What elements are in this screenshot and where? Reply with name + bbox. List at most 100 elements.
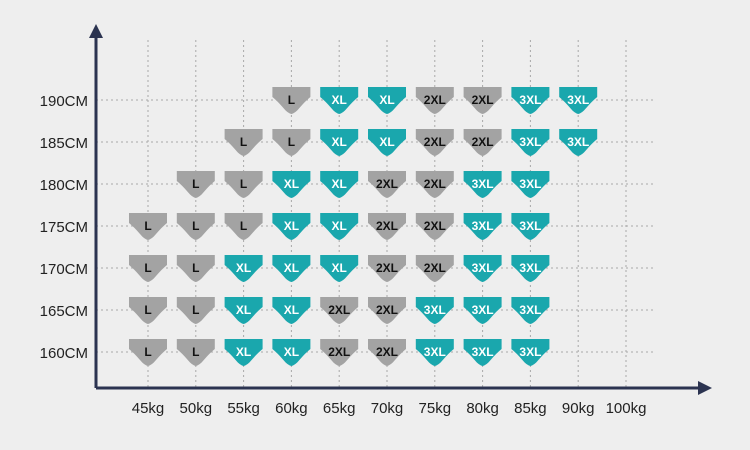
size-mark: XL: [272, 213, 311, 240]
size-label: XL: [332, 261, 347, 275]
size-mark: XL: [272, 171, 311, 198]
size-label: XL: [284, 261, 299, 275]
underwear-icon: [368, 255, 406, 282]
size-label: XL: [236, 345, 251, 359]
size-mark: 3XL: [463, 213, 502, 240]
underwear-icon: [463, 255, 502, 282]
size-mark: 3XL: [463, 339, 502, 366]
underwear-icon: [559, 87, 598, 114]
size-label: XL: [284, 219, 299, 233]
size-label: 3XL: [472, 345, 494, 359]
underwear-icon: [272, 213, 311, 240]
underwear-icon: [463, 171, 502, 198]
underwear-icon: [415, 255, 454, 282]
size-mark: XL: [320, 255, 359, 282]
underwear-icon: [320, 297, 359, 324]
size-mark: XL: [320, 129, 359, 156]
size-label: XL: [332, 219, 347, 233]
y-tick-label: 175CM: [40, 219, 88, 236]
size-label: 3XL: [424, 345, 446, 359]
size-label: 2XL: [376, 177, 398, 191]
size-label: L: [192, 219, 199, 233]
y-tick-label: 160CM: [40, 345, 88, 362]
x-tick-label: 65kg: [323, 400, 356, 417]
underwear-icon: [176, 255, 215, 282]
size-mark: 2XL: [368, 339, 406, 366]
size-mark: 2XL: [368, 297, 406, 324]
size-label: 2XL: [376, 303, 398, 317]
underwear-icon: [511, 213, 550, 240]
underwear-icon: [368, 213, 406, 240]
size-label: 2XL: [424, 135, 446, 149]
size-label: 2XL: [376, 345, 398, 359]
size-label: XL: [284, 303, 299, 317]
x-tick-label: 90kg: [562, 400, 595, 417]
underwear-icon: [415, 129, 454, 156]
size-mark: 3XL: [511, 129, 550, 156]
y-tick-label: 185CM: [40, 135, 88, 152]
underwear-icon: [224, 171, 263, 198]
size-mark: 3XL: [559, 87, 598, 114]
x-tick-label: 60kg: [275, 400, 308, 417]
size-label: 2XL: [376, 261, 398, 275]
y-tick-label: 180CM: [40, 177, 88, 194]
x-tick-label: 80kg: [466, 400, 499, 417]
underwear-icon: [511, 297, 550, 324]
underwear-icon: [511, 87, 550, 114]
size-label: 3XL: [519, 135, 541, 149]
size-label: 3XL: [519, 177, 541, 191]
size-mark: 3XL: [463, 171, 502, 198]
underwear-icon: [463, 129, 502, 156]
underwear-icon: [272, 87, 311, 114]
size-mark: 3XL: [415, 297, 454, 324]
underwear-icon: [511, 129, 550, 156]
y-tick-label: 165CM: [40, 303, 88, 320]
size-mark: L: [176, 255, 215, 282]
size-mark: XL: [368, 87, 406, 114]
size-label: 2XL: [328, 303, 350, 317]
underwear-icon: [272, 297, 311, 324]
underwear-icon: [224, 255, 263, 282]
size-mark: L: [129, 339, 167, 366]
size-label: 3XL: [519, 261, 541, 275]
size-label: 2XL: [424, 261, 446, 275]
size-label: XL: [332, 93, 347, 107]
size-mark: 2XL: [415, 213, 454, 240]
size-mark: L: [176, 213, 215, 240]
size-label: L: [144, 345, 151, 359]
size-label: 3XL: [472, 303, 494, 317]
underwear-icon: [368, 339, 406, 366]
size-label: 2XL: [424, 219, 446, 233]
underwear-icon: [129, 213, 167, 240]
size-mark: XL: [320, 87, 359, 114]
size-mark: 3XL: [415, 339, 454, 366]
size-mark: 2XL: [320, 339, 359, 366]
size-label: 2XL: [376, 219, 398, 233]
size-label: 3XL: [472, 219, 494, 233]
x-tick-label: 75kg: [419, 400, 452, 417]
size-label: 3XL: [519, 93, 541, 107]
size-label: XL: [332, 177, 347, 191]
x-tick-label: 100kg: [606, 400, 647, 417]
size-mark: XL: [320, 171, 359, 198]
underwear-icon: [176, 171, 215, 198]
grid: [96, 40, 655, 388]
y-tick-label: 190CM: [40, 93, 88, 110]
size-mark: 2XL: [463, 129, 502, 156]
size-mark: L: [224, 171, 263, 198]
underwear-icon: [415, 213, 454, 240]
size-mark: 3XL: [463, 255, 502, 282]
size-label: 3XL: [424, 303, 446, 317]
size-label: L: [192, 345, 199, 359]
x-axis-labels: 45kg 50kg 55kg 60kg 65kg 70kg 75kg 80kg 85kg 90kg…: [132, 400, 647, 417]
underwear-icon: [320, 171, 359, 198]
size-mark: 2XL: [368, 213, 406, 240]
underwear-icon: [511, 339, 550, 366]
underwear-icon: [463, 87, 502, 114]
size-mark: 3XL: [511, 297, 550, 324]
underwear-icon: [320, 255, 359, 282]
underwear-icon: [176, 297, 215, 324]
size-mark: 2XL: [368, 255, 406, 282]
size-label: L: [240, 219, 247, 233]
